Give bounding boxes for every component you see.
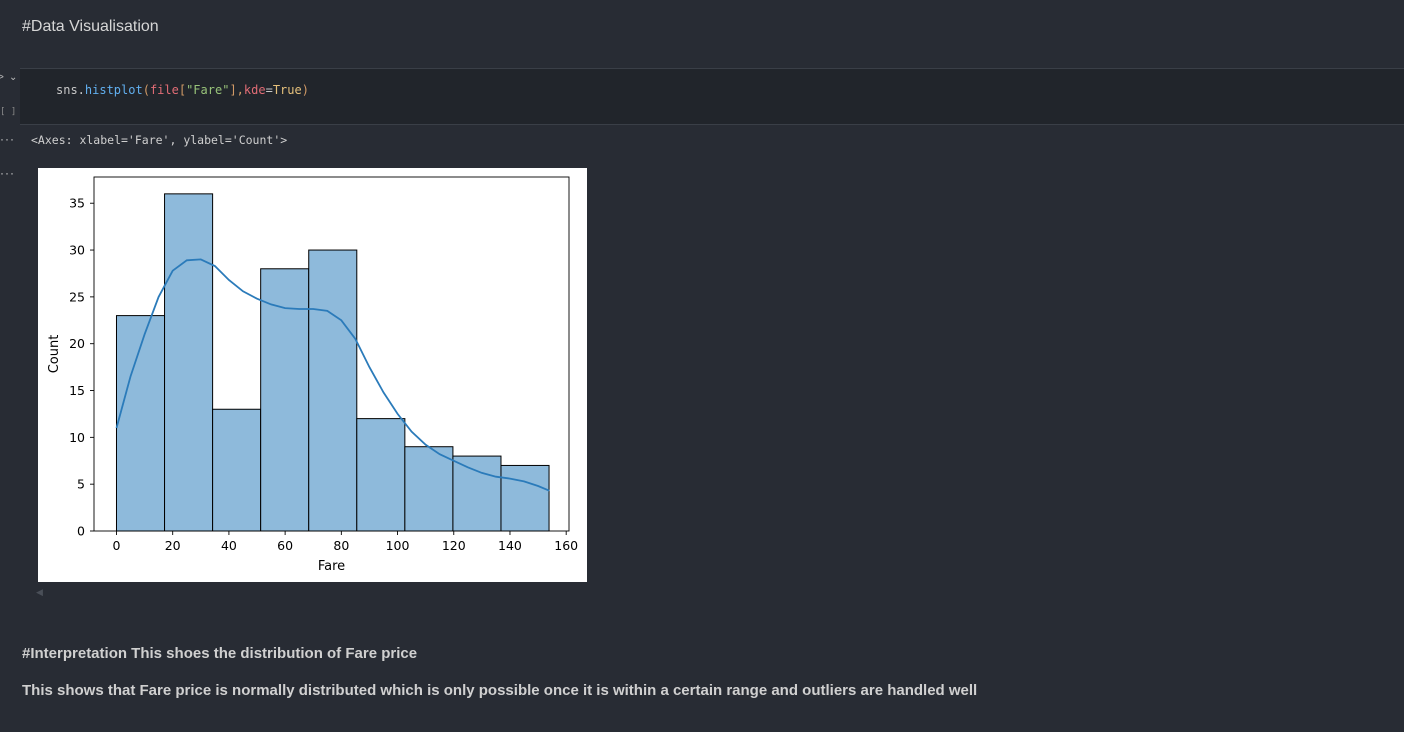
y-tick-label: 20 [69, 336, 85, 351]
code-token-variable: file [149, 83, 179, 97]
x-tick-label: 0 [113, 538, 121, 553]
x-tick-label: 120 [442, 538, 466, 553]
histogram-bar [164, 193, 214, 532]
x-tick-label: 60 [277, 538, 293, 553]
output-text: <Axes: xlabel='Fare', ylabel='Count'> [31, 133, 288, 147]
code-token-function: histplot [84, 83, 143, 97]
y-tick-label: 10 [69, 430, 85, 445]
y-tick-label: 0 [77, 524, 85, 539]
code-token-object: sns. [56, 83, 85, 97]
execution-count: [ ] [0, 107, 17, 117]
code-token-paren-close: ) [301, 83, 309, 97]
code-token-string: "Fare" [186, 83, 230, 97]
y-tick-label: 35 [69, 196, 85, 211]
code-token-bracket-close: ], [229, 83, 244, 97]
run-arrow-icon[interactable]: > [0, 72, 4, 83]
code-token-bracket: [ [178, 83, 187, 97]
code-token-paren: ( [142, 83, 150, 97]
axes-frame [93, 176, 570, 532]
histogram-bar [356, 418, 406, 532]
y-tick-label: 30 [69, 243, 85, 258]
scroll-left-icon[interactable]: ◀ [36, 587, 43, 597]
histogram-bar [212, 408, 262, 532]
histogram-bar [115, 315, 166, 532]
kde-line [115, 258, 550, 492]
histogram-bar [452, 455, 502, 532]
output-more-icon-2[interactable]: ··· [0, 166, 15, 180]
interpretation-body: This shows that Fare price is normally d… [22, 682, 978, 699]
code-token-kwarg-name: kde [243, 83, 266, 97]
x-tick-label: 140 [498, 538, 522, 553]
y-tick-label: 25 [69, 289, 85, 304]
output-more-icon[interactable]: ··· [0, 132, 15, 146]
code-cell[interactable]: sns.histplot(file["Fare"],kde=True) [20, 68, 1404, 125]
histogram-bar [260, 268, 310, 532]
interpretation-title: #Interpretation This shoes the distribut… [22, 645, 418, 662]
x-tick-label: 100 [386, 538, 410, 553]
x-axis-label: Fare [318, 559, 345, 574]
code-token-equals: = [265, 83, 273, 97]
markdown-heading: #Data Visualisation [22, 18, 159, 35]
y-tick-label: 5 [77, 477, 85, 492]
histogram-svg: 0 20 40 60 80 100 120 140 160 0 5 10 15 20 25 30 35 Fare C… [47, 176, 578, 574]
x-tick-label: 20 [165, 538, 181, 553]
histogram-bar [308, 249, 358, 532]
x-tick-label: 80 [333, 538, 349, 553]
code-line[interactable]: sns.histplot(file["Fare"],kde=True) [56, 83, 309, 97]
histogram-bar [404, 446, 454, 532]
x-tick-label: 40 [221, 538, 237, 553]
histogram-bar [500, 464, 550, 532]
y-tick-label: 15 [69, 383, 85, 398]
histogram-plot: 0 20 40 60 80 100 120 140 160 0 5 10 15 20 25 30 35 Fare C… [38, 168, 587, 582]
code-token-kwarg-value: True [272, 83, 302, 97]
x-tick-label: 160 [554, 538, 578, 553]
chevron-down-icon[interactable]: ⌄ [9, 72, 18, 83]
y-axis-label: Count [47, 335, 62, 374]
